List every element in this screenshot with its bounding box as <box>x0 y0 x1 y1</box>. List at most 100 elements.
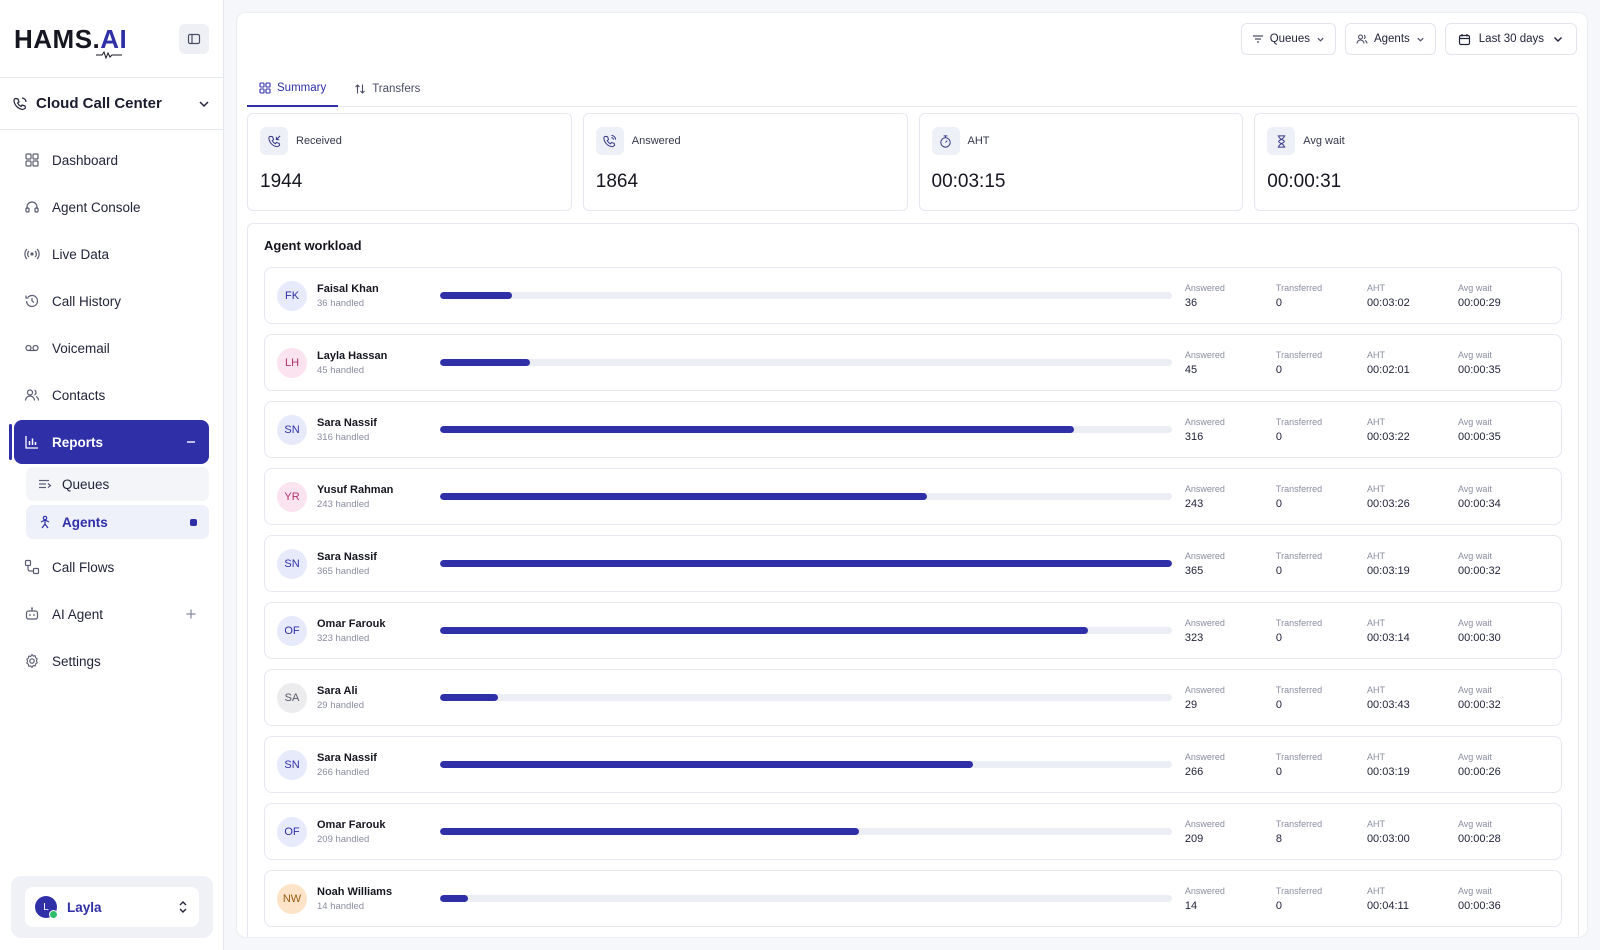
metric-value: 00:03:43 <box>1366 698 1410 711</box>
agent-info: Sara Ali 29 handled <box>307 685 440 711</box>
metric-value: 00:03:14 <box>1366 631 1410 644</box>
report-tabs: Summary Transfers <box>247 71 1577 107</box>
agent-info: Sara Nassif 365 handled <box>307 551 440 577</box>
agent-row[interactable]: SN Sara Nassif 365 handled Answered 365 … <box>264 535 1562 592</box>
agent-avatar: OF <box>277 816 307 847</box>
agent-avatar: LH <box>277 347 307 378</box>
metric-label: AHT <box>1366 349 1385 360</box>
stat-card-aht: AHT 00:03:15 <box>918 113 1244 211</box>
agent-row[interactable]: SA Sara Ali 29 handled Answered 29 Trans… <box>264 669 1562 726</box>
nav-item-call-flows[interactable]: Call Flows <box>14 545 209 589</box>
agent-row[interactable]: SN Sara Nassif 316 handled Answered 316 … <box>264 401 1562 458</box>
reports-sub-nav: Queues Agents <box>14 467 209 539</box>
stopwatch-icon <box>931 127 960 155</box>
agent-name: Faisal Khan <box>317 282 379 295</box>
nav-item-contacts[interactable]: Contacts <box>14 373 209 417</box>
nav-label: AI Agent <box>52 606 104 622</box>
stat-label: Avg wait <box>1303 135 1345 147</box>
metric-label: Avg wait <box>1457 483 1492 494</box>
agent-row[interactable]: YR Yusuf Rahman 243 handled Answered 243… <box>264 468 1562 525</box>
tab-transfers[interactable]: Transfers <box>342 71 432 107</box>
metric-value: 0 <box>1275 765 1283 778</box>
workload-bar <box>439 694 1172 701</box>
nav-item-dashboard[interactable]: Dashboard <box>14 138 209 182</box>
metric-aht: AHT 00:03:00 <box>1367 819 1458 845</box>
agent-avatar: SN <box>277 749 307 780</box>
filter-bar: Queues Agents Last 30 days <box>1240 23 1577 55</box>
metric-label: Avg wait <box>1457 550 1492 561</box>
plus-icon[interactable] <box>183 608 199 620</box>
workspace-selector[interactable]: Cloud Call Center <box>0 78 223 130</box>
stat-value: 1944 <box>260 171 303 192</box>
metric-label: Transferred <box>1275 282 1323 293</box>
agent-handled: 243 handled <box>317 498 370 510</box>
metric-aht: AHT 00:02:01 <box>1367 350 1458 376</box>
metric-label: Transferred <box>1275 818 1323 829</box>
logo-row: HAMS.AI <box>0 0 223 78</box>
metric-transferred: Transferred 0 <box>1276 283 1367 309</box>
nav-item-reports[interactable]: Reports <box>9 420 209 464</box>
agent-row[interactable]: OF Omar Farouk 209 handled Answered 209 … <box>264 803 1562 860</box>
metric-aht: AHT 00:03:14 <box>1367 618 1458 644</box>
agent-row[interactable]: NW Noah Williams 14 handled Answered 14 … <box>264 870 1562 927</box>
metric-value: 00:03:22 <box>1366 430 1410 443</box>
agent-avatar: SN <box>277 548 307 579</box>
metric-answered: Answered 365 <box>1185 551 1276 577</box>
metric-label: Answered <box>1184 751 1225 762</box>
metric-value: 323 <box>1184 631 1204 644</box>
metric-avg-wait: Avg wait 00:00:32 <box>1458 685 1549 711</box>
workload-bar-fill <box>439 359 530 366</box>
metric-label: Transferred <box>1275 751 1323 762</box>
metric-answered: Answered 14 <box>1185 886 1276 912</box>
nav-label: Settings <box>52 653 101 669</box>
metric-value: 14 <box>1184 899 1198 912</box>
agent-info: Yusuf Rahman 243 handled <box>307 484 440 510</box>
metric-aht: AHT 00:03:26 <box>1367 484 1458 510</box>
headset-icon <box>25 201 39 213</box>
metric-avg-wait: Avg wait 00:00:35 <box>1458 417 1549 443</box>
agents-filter[interactable]: Agents <box>1344 23 1436 55</box>
agent-handled: 29 handled <box>317 699 365 711</box>
nav-item-live-data[interactable]: Live Data <box>14 232 209 276</box>
sub-item-queues[interactable]: Queues <box>26 467 209 501</box>
workload-bar-fill <box>439 895 468 902</box>
bot-icon <box>25 607 39 620</box>
queues-filter[interactable]: Queues <box>1240 23 1336 55</box>
metric-answered: Answered 266 <box>1185 752 1276 778</box>
metric-avg-wait: Avg wait 00:00:35 <box>1458 350 1549 376</box>
sidebar: HAMS.AI Cloud Call Center Dashboard Agen… <box>0 0 224 950</box>
agent-row[interactable]: FK Faisal Khan 36 handled Answered 36 Tr… <box>264 267 1562 324</box>
active-indicator <box>190 518 197 526</box>
agent-row[interactable]: LH Layla Hassan 45 handled Answered 45 T… <box>264 334 1562 391</box>
metric-aht: AHT 00:03:19 <box>1367 752 1458 778</box>
nav-label: Call Flows <box>52 559 115 575</box>
agent-row[interactable]: SN Sara Nassif 266 handled Answered 266 … <box>264 736 1562 793</box>
agent-row[interactable]: OF Omar Farouk 323 handled Answered 323 … <box>264 602 1562 659</box>
date-range-picker[interactable]: Last 30 days <box>1444 23 1577 55</box>
sub-item-agents[interactable]: Agents <box>26 505 209 539</box>
metric-value: 0 <box>1275 430 1283 443</box>
metric-label: AHT <box>1366 684 1385 695</box>
chevron-down-icon <box>1554 37 1562 42</box>
stat-value: 1864 <box>595 171 639 192</box>
nav-item-call-history[interactable]: Call History <box>14 279 209 323</box>
calendar-icon <box>1458 33 1470 45</box>
metric-value: 266 <box>1184 765 1204 778</box>
user-menu-button[interactable]: L Layla <box>25 887 199 927</box>
nav-item-agent-console[interactable]: Agent Console <box>14 185 209 229</box>
nav-item-voicemail[interactable]: Voicemail <box>14 326 209 370</box>
metric-value: 00:04:11 <box>1366 899 1409 912</box>
nav-item-ai-agent[interactable]: AI Agent <box>14 592 209 636</box>
queue-list-icon <box>39 479 52 489</box>
agent-handled: 365 handled <box>317 565 370 577</box>
tab-summary[interactable]: Summary <box>247 71 339 107</box>
agent-info: Sara Nassif 266 handled <box>307 752 440 778</box>
agent-name: Sara Ali <box>317 684 358 697</box>
sidebar-collapse-button[interactable] <box>179 23 209 54</box>
metric-label: Avg wait <box>1457 684 1492 695</box>
metric-label: Answered <box>1184 684 1225 695</box>
workload-bar <box>439 761 1172 768</box>
nav-item-settings[interactable]: Settings <box>14 639 209 683</box>
history-icon <box>25 294 39 308</box>
main-nav: Dashboard Agent Console Live Data Call H… <box>0 130 223 683</box>
